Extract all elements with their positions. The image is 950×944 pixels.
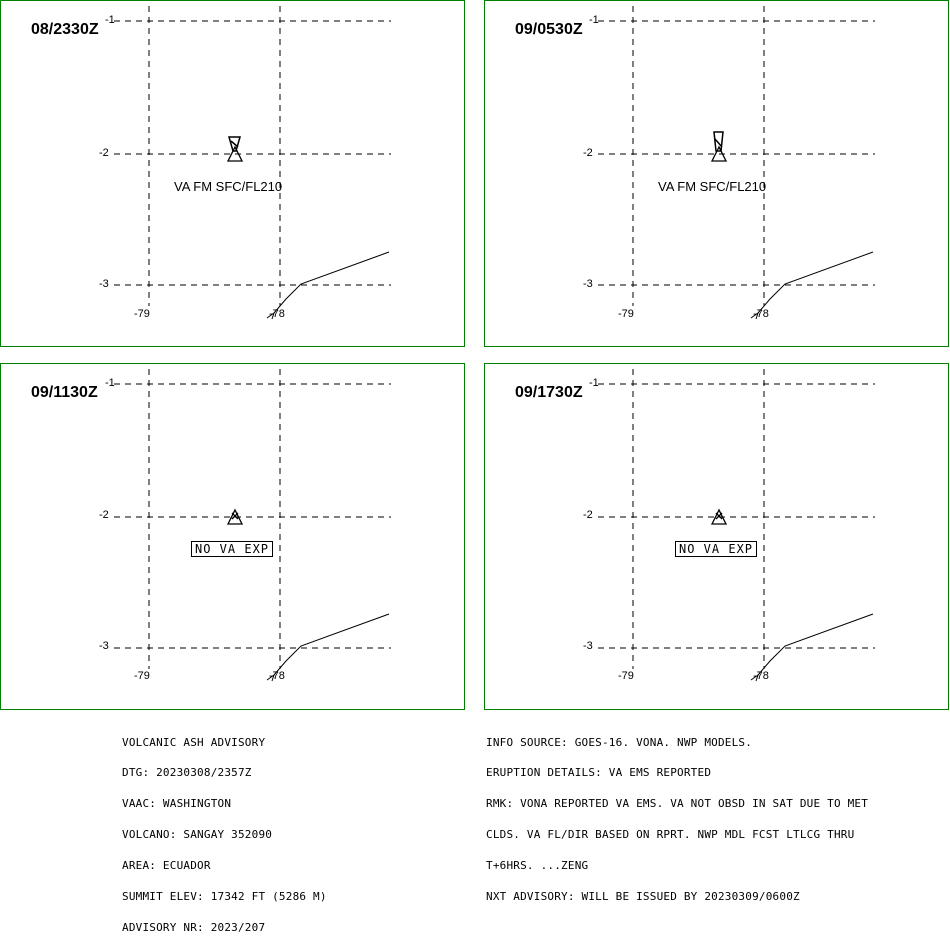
lon-tick-78: -78 [269, 308, 285, 320]
no-va-expected-label: NO VA EXP [675, 541, 758, 557]
volcano-icon [226, 508, 244, 525]
lon-tick-79: -79 [618, 308, 634, 320]
ash-plume-icon [228, 136, 241, 152]
map-graticule [114, 6, 391, 320]
advisory-line: T+6HRS. ...ZENG [486, 859, 589, 873]
lon-tick-79: -79 [134, 308, 150, 320]
lat-tick-1: -1 [105, 14, 115, 26]
map-graticule [598, 369, 875, 682]
advisory-line: INFO SOURCE: GOES-16. VONA. NWP MODELS. [486, 735, 753, 749]
advisory-line: SUMMIT ELEV: 17342 FT (5286 M) [122, 890, 327, 904]
lon-tick-79: -79 [134, 670, 150, 682]
lat-tick-3: -3 [99, 640, 109, 652]
advisory-line: VOLCANO: SANGAY 352090 [122, 828, 273, 842]
valid-time: 08/2330Z [31, 21, 99, 38]
advisory-line: DTG: 20230308/2357Z [122, 766, 252, 780]
advisory-header-block: VOLCANIC ASH ADVISORY DTG: 20230308/2357… [122, 717, 327, 944]
lat-tick-3: -3 [583, 278, 593, 290]
map-panel-3: 09/1130Z NO VA EXP -1 -2 -3 -79 -78 [0, 363, 465, 710]
lat-tick-2: -2 [583, 509, 593, 521]
advisory-line: VOLCANIC ASH ADVISORY [122, 735, 266, 749]
no-va-expected-label: NO VA EXP [191, 541, 274, 557]
coastline [266, 251, 390, 320]
advisory-line: VAAC: WASHINGTON [122, 797, 232, 811]
coastline [266, 613, 390, 682]
advisory-line: AREA: ECUADOR [122, 859, 211, 873]
lat-tick-3: -3 [99, 278, 109, 290]
valid-time: 09/1130Z [31, 384, 98, 401]
lat-tick-1: -1 [589, 377, 599, 389]
map-panel-1: 08/2330Z VA FM SFC/FL210 -1 -2 -3 -79 -7… [0, 0, 465, 347]
lat-tick-2: -2 [99, 147, 109, 159]
lat-tick-3: -3 [583, 640, 593, 652]
valid-time: 09/1730Z [515, 384, 583, 401]
map-graticule [598, 6, 875, 320]
lon-tick-78: -78 [753, 308, 769, 320]
lon-tick-78: -78 [269, 670, 285, 682]
lat-tick-2: -2 [99, 509, 109, 521]
lat-tick-1: -1 [589, 14, 599, 26]
lat-tick-1: -1 [105, 377, 115, 389]
lon-tick-79: -79 [618, 670, 634, 682]
map-graticule [114, 369, 391, 682]
va-level-label: VA FM SFC/FL210 [174, 179, 283, 194]
map-panel-2: 09/0530Z VA FM SFC/FL210 -1 -2 -3 -79 -7… [484, 0, 949, 347]
lon-tick-78: -78 [753, 670, 769, 682]
valid-time: 09/0530Z [515, 21, 583, 38]
va-level-label: VA FM SFC/FL210 [658, 179, 767, 194]
map-panel-4: 09/1730Z NO VA EXP -1 -2 -3 -79 -78 [484, 363, 949, 710]
advisory-line: NXT ADVISORY: WILL BE ISSUED BY 20230309… [486, 890, 800, 904]
advisory-details-block: INFO SOURCE: GOES-16. VONA. NWP MODELS. … [486, 717, 868, 913]
coastline [750, 613, 874, 682]
advisory-line: ADVISORY NR: 2023/207 [122, 920, 266, 934]
advisory-line: CLDS. VA FL/DIR BASED ON RPRT. NWP MDL F… [486, 828, 855, 842]
coastline [750, 251, 874, 320]
advisory-line: RMK: VONA REPORTED VA EMS. VA NOT OBSD I… [486, 797, 869, 811]
advisory-line: ERUPTION DETAILS: VA EMS REPORTED [486, 766, 712, 780]
volcano-icon [710, 508, 728, 525]
volcano-icon [226, 145, 244, 162]
volcano-icon [710, 145, 728, 162]
lat-tick-2: -2 [583, 147, 593, 159]
